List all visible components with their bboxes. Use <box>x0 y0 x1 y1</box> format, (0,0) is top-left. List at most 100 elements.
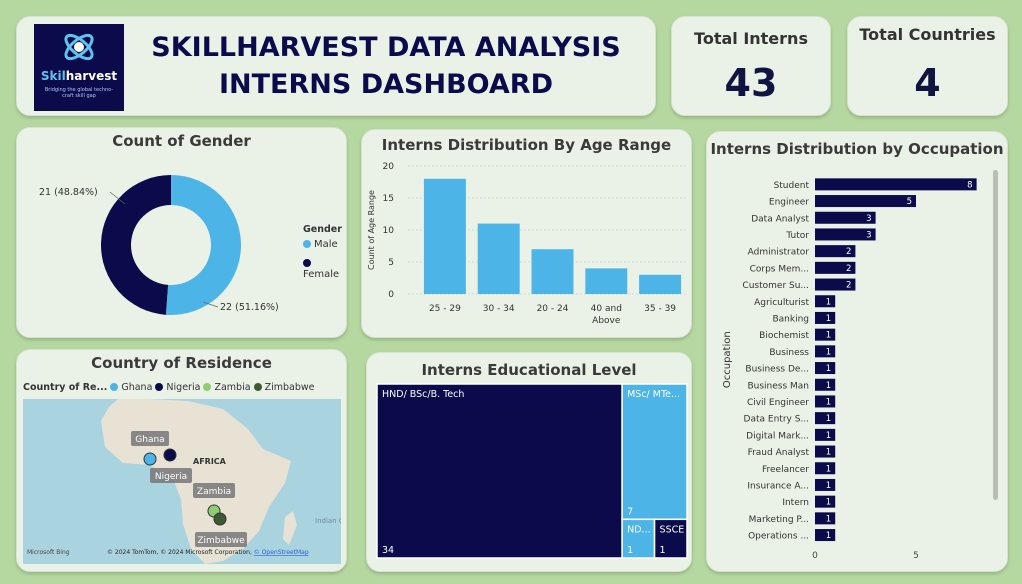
occupation-data-label: 1 <box>826 381 831 391</box>
occupation-bar[interactable] <box>815 512 836 525</box>
age-bar-chart[interactable]: 0 5 10 15 20 Count of Age Range 25 - 29 30 - 34… <box>362 130 693 339</box>
map-label-nigeria: Nigeria <box>150 468 192 483</box>
occupation-category-label: Civil Engineer <box>747 398 809 408</box>
occupation-category-label: Biochemist <box>759 331 809 341</box>
legend-item-female[interactable]: Female <box>303 258 346 280</box>
svg-text:Nigeria: Nigeria <box>155 472 187 482</box>
africa-map[interactable]: Ghana Nigeria Zambia Zimbabwe AFRICA Ind… <box>23 399 341 564</box>
donut-slice-female[interactable] <box>100 175 171 315</box>
occupation-scrollbar-thumb[interactable] <box>993 170 998 500</box>
education-tile[interactable] <box>376 383 623 559</box>
occupation-category-label: Marketing P... <box>749 515 809 525</box>
occupation-bar[interactable] <box>815 328 836 341</box>
occupation-data-label: 2 <box>846 247 851 257</box>
occupation-bar[interactable] <box>815 178 977 191</box>
title-card: Skilharvest Bridging the global techno-c… <box>16 16 656 116</box>
map-title: Country of Residence <box>91 354 272 372</box>
occupation-category-label: Business <box>769 348 809 358</box>
age-bar[interactable] <box>477 223 520 294</box>
occupation-bar[interactable] <box>815 311 836 324</box>
total-countries-card[interactable]: Total Countries 4 <box>847 16 1008 116</box>
occupation-category-label: Insurance A... <box>747 481 809 491</box>
age-chart-card[interactable]: Interns Distribution By Age Range 0 5 10 15… <box>361 129 692 338</box>
education-tile-label: MSc/ MTe... <box>627 389 680 400</box>
education-tile-value: 7 <box>627 506 633 517</box>
map-legend-item-nigeria[interactable]: Nigeria <box>155 382 200 393</box>
ghana-marker[interactable] <box>143 452 157 466</box>
occupation-category-label: Freelancer <box>762 465 809 475</box>
map-legend-item-zimbabwe[interactable]: Zimbabwe <box>253 382 314 393</box>
male-legend-dot <box>303 240 311 248</box>
occupation-category-label: Administrator <box>748 248 810 258</box>
occupation-bar[interactable] <box>815 395 836 408</box>
map-label-zimbabwe: Zimbabwe <box>195 532 247 547</box>
map-legend-title: Country of Re... <box>23 382 108 393</box>
occupation-data-label: 2 <box>846 264 851 274</box>
education-tile[interactable] <box>621 383 688 521</box>
education-tile[interactable] <box>653 518 688 559</box>
gender-donut-chart[interactable]: 21 (48.84%) 22 (51.16%) <box>17 128 348 339</box>
occupation-bar[interactable] <box>815 529 836 542</box>
education-tile[interactable] <box>621 518 656 559</box>
occupation-data-label: 1 <box>826 431 831 441</box>
occupation-category-label: Intern <box>782 498 809 508</box>
occupation-bar[interactable] <box>815 278 856 291</box>
age-bar[interactable] <box>531 249 574 294</box>
education-treemap[interactable]: HND/ BSc/B. Tech 34 MSc/ MTe... 7 ND... 1 SSCE… <box>367 353 693 573</box>
occupation-bar[interactable] <box>815 495 836 508</box>
total-interns-card[interactable]: Total Interns 43 <box>671 16 831 116</box>
age-bar[interactable] <box>585 268 628 294</box>
occupation-bar[interactable] <box>815 378 836 391</box>
occupation-scrollbar-track[interactable] <box>993 170 998 500</box>
occupation-category-label: Data Entry S... <box>744 415 809 425</box>
occupation-category-label: Tutor <box>785 231 809 241</box>
age-bar[interactable] <box>423 178 466 294</box>
education-chart-card[interactable]: Interns Educational Level HND/ BSc/B. Te… <box>366 352 692 572</box>
occupation-bar[interactable] <box>815 228 876 241</box>
occupation-bar[interactable] <box>815 245 856 258</box>
openstreetmap-link[interactable]: © OpenStreetMap <box>254 549 309 556</box>
occupation-bar-chart[interactable]: Occupation Student 8 Engineer 5 Data Analyst 3… <box>707 132 1009 573</box>
occupation-bar[interactable] <box>815 195 916 208</box>
bing-logo: Microsoft Bing <box>27 549 70 556</box>
map-legend: Country of Re... Ghana Nigeria Zambia Zi… <box>23 382 314 393</box>
occupation-data-label: 2 <box>846 281 851 291</box>
svg-text:Zimbabwe: Zimbabwe <box>197 536 245 546</box>
occupation-bar[interactable] <box>815 295 836 308</box>
age-y-tick: 20 <box>383 162 395 172</box>
occupation-data-label: 1 <box>826 364 831 374</box>
nigeria-marker[interactable] <box>163 448 177 462</box>
occupation-data-label: 1 <box>826 448 831 458</box>
svg-text:Zambia: Zambia <box>197 487 231 497</box>
occupation-category-label: Agriculturist <box>754 298 809 308</box>
occupation-bar[interactable] <box>815 478 836 491</box>
occupation-bar[interactable] <box>815 211 876 224</box>
age-x-tick: 40 and Above <box>591 304 622 326</box>
occupation-bar[interactable] <box>815 445 836 458</box>
occupation-data-label: 1 <box>826 414 831 424</box>
total-interns-value: 43 <box>724 61 778 105</box>
occupation-bar[interactable] <box>815 412 836 425</box>
map-legend-item-zambia[interactable]: Zambia <box>203 382 251 393</box>
zimbabwe-marker[interactable] <box>213 512 227 526</box>
age-y-axis-label: Count of Age Range <box>367 190 376 270</box>
occupation-bar[interactable] <box>815 261 856 274</box>
occupation-bar[interactable] <box>815 345 836 358</box>
gender-chart-card[interactable]: Count of Gender 21 (48.84%) 22 (51.16%) … <box>16 127 347 338</box>
map-legend-item-ghana[interactable]: Ghana <box>110 382 152 393</box>
occupation-data-label: 1 <box>826 531 831 541</box>
occupation-bar[interactable] <box>815 462 836 475</box>
education-tile-label: HND/ BSc/B. Tech <box>382 389 464 400</box>
donut-slice-male[interactable] <box>165 175 241 315</box>
age-bar[interactable] <box>639 274 682 294</box>
female-data-label: 21 (48.84%) <box>39 187 98 198</box>
map-card[interactable]: Country of Residence Country of Re... Gh… <box>16 349 347 572</box>
occupation-chart-card[interactable]: Interns Distribution by Occupation Occup… <box>706 131 1008 572</box>
map-label-ocean: Indian Oc <box>315 517 341 525</box>
legend-item-male[interactable]: Male <box>303 239 338 250</box>
occupation-bar[interactable] <box>815 362 836 375</box>
age-x-tick: 30 - 34 <box>483 304 515 314</box>
logo-brand: Skilharvest <box>40 69 118 83</box>
occupation-data-label: 3 <box>866 214 871 224</box>
occupation-bar[interactable] <box>815 428 836 441</box>
